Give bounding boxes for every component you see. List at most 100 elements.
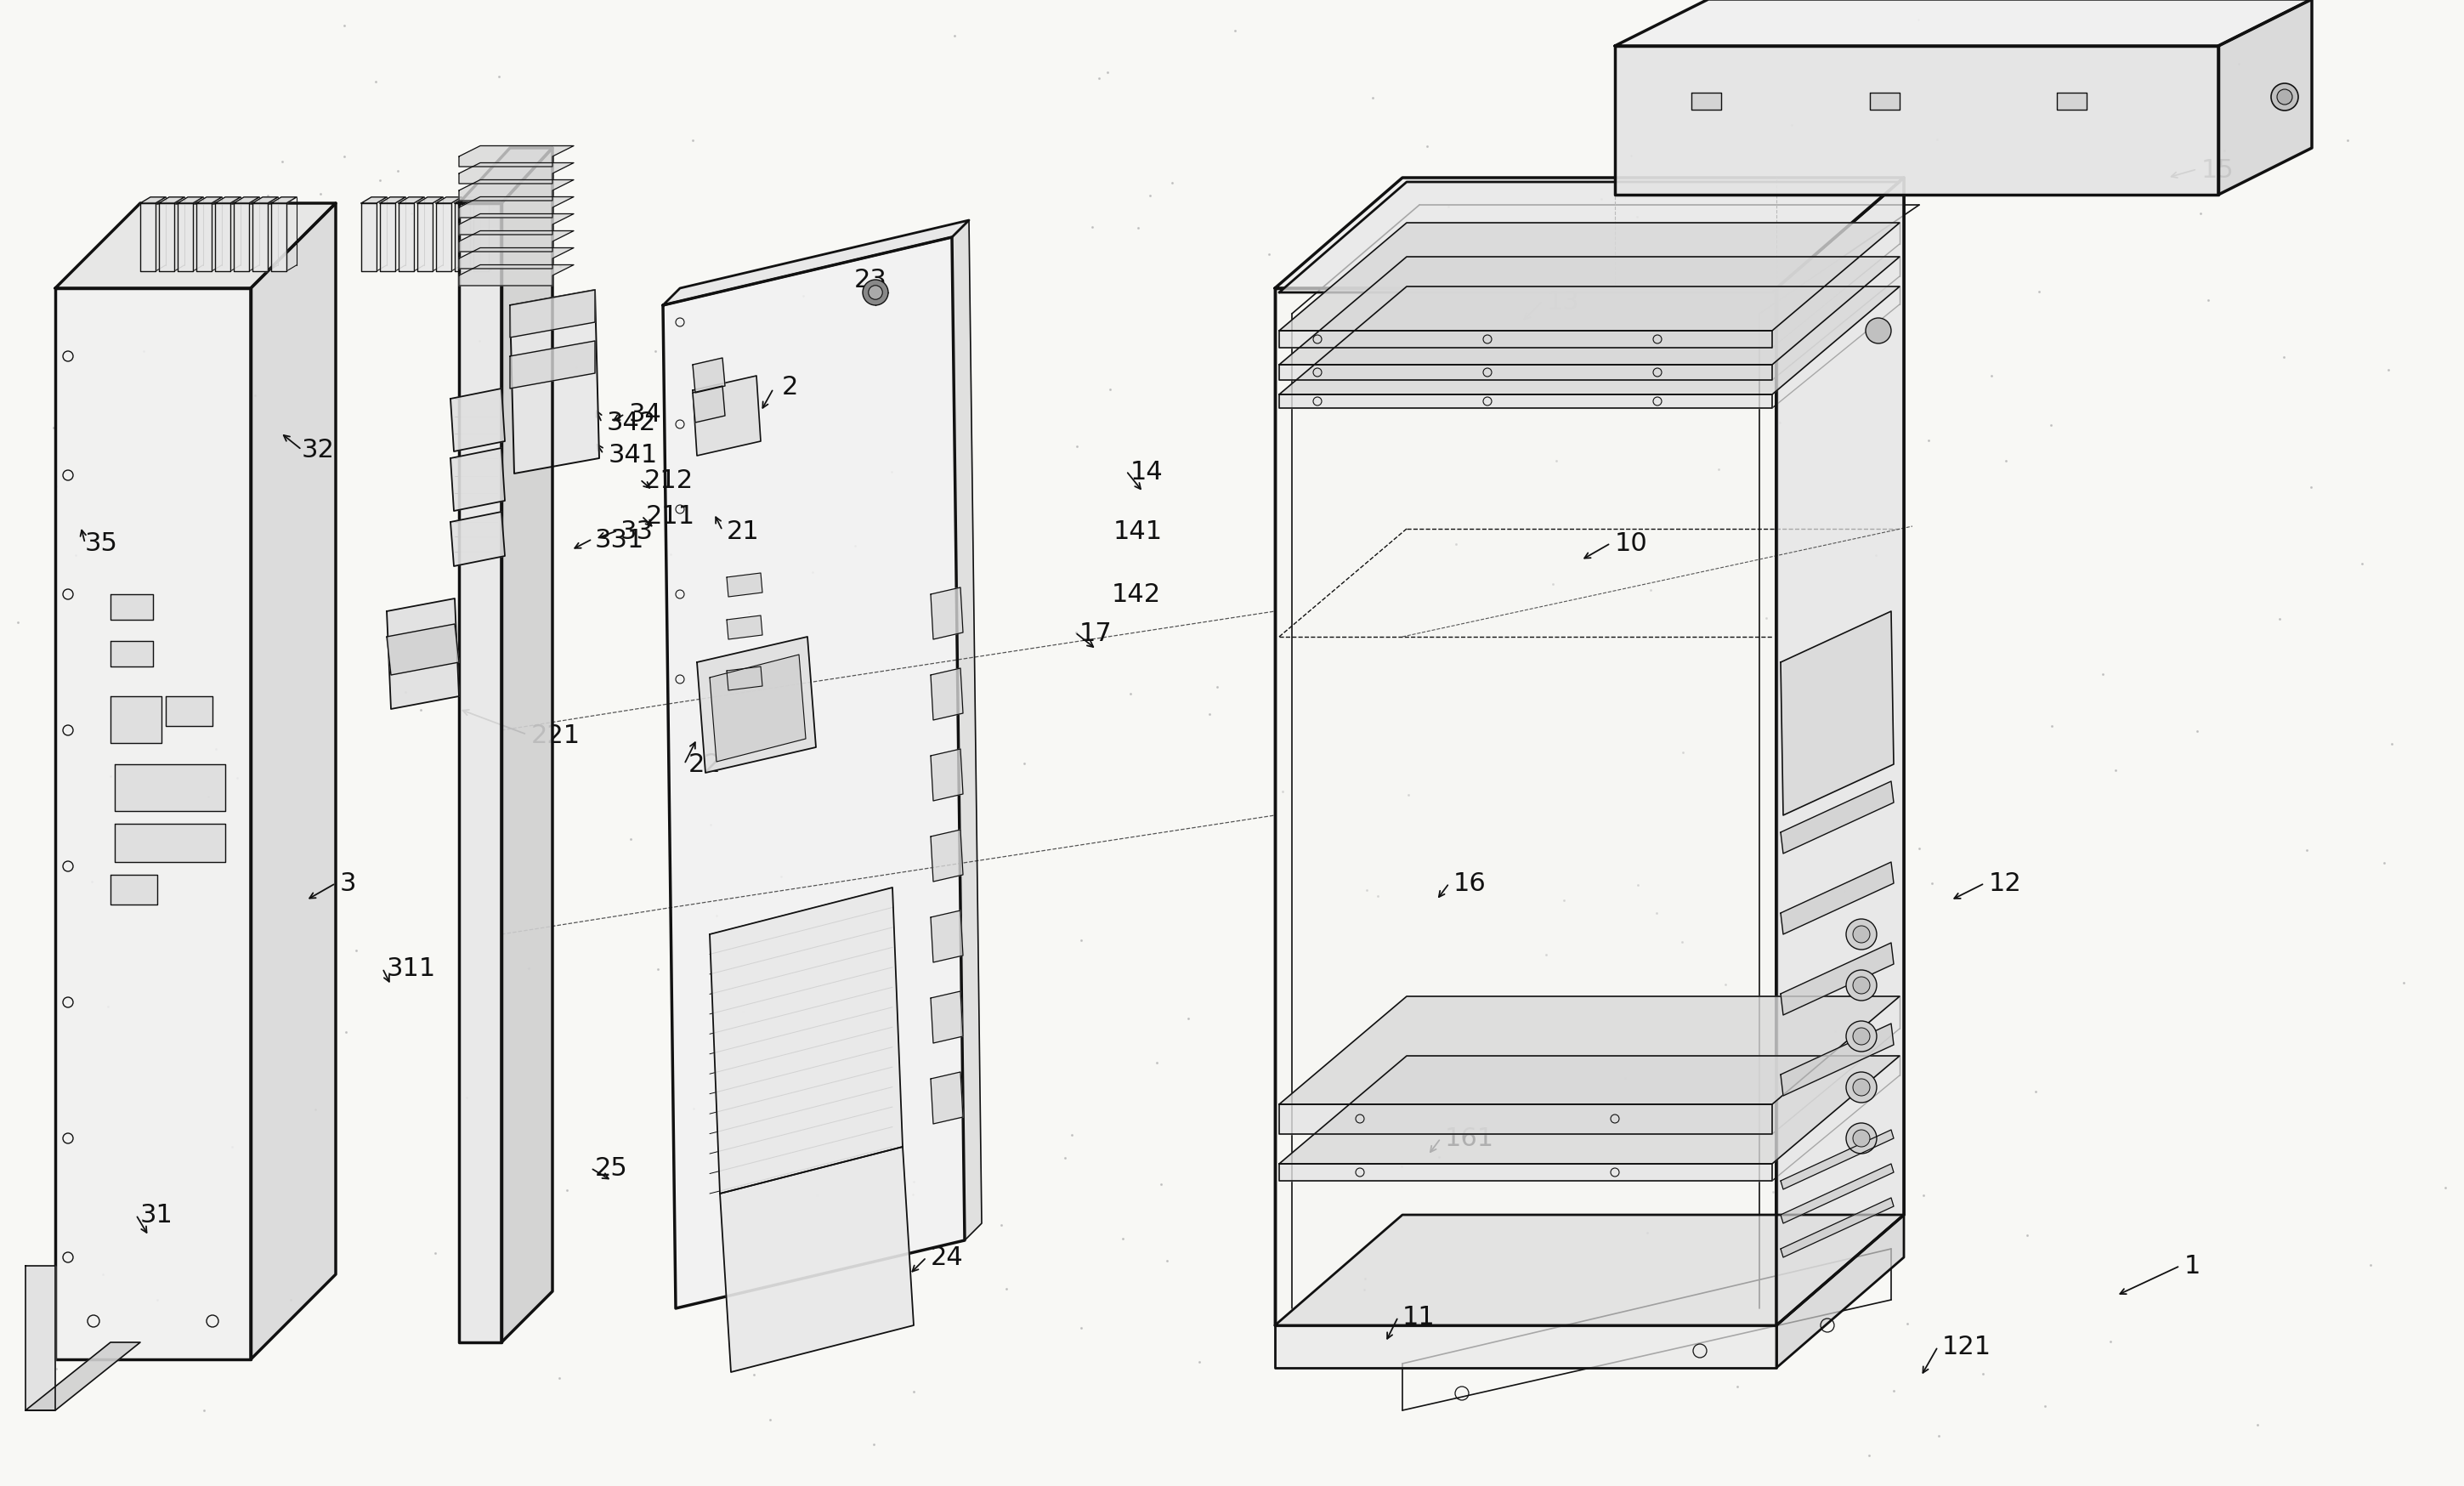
Polygon shape — [663, 238, 966, 1309]
Point — [1419, 1146, 1459, 1169]
Point — [1264, 780, 1303, 804]
Polygon shape — [951, 221, 981, 1241]
Polygon shape — [931, 911, 963, 963]
Polygon shape — [1279, 395, 1772, 409]
Polygon shape — [931, 588, 963, 640]
Polygon shape — [931, 749, 963, 801]
Polygon shape — [503, 149, 552, 1342]
Text: 342: 342 — [606, 410, 655, 435]
Polygon shape — [458, 180, 574, 202]
Circle shape — [2277, 91, 2292, 106]
Point — [1372, 334, 1412, 358]
Circle shape — [1846, 970, 1878, 1002]
Polygon shape — [1690, 94, 1722, 110]
Polygon shape — [931, 1073, 963, 1123]
Circle shape — [1853, 1129, 1870, 1147]
Point — [2205, 140, 2245, 163]
Point — [0, 611, 37, 635]
Circle shape — [1853, 978, 1870, 994]
Polygon shape — [116, 825, 224, 862]
Point — [1079, 67, 1119, 91]
Polygon shape — [1777, 178, 1905, 1326]
Point — [2025, 1394, 2065, 1418]
Point — [37, 474, 76, 498]
Polygon shape — [416, 198, 444, 204]
Point — [1057, 621, 1096, 645]
Point — [1111, 682, 1151, 706]
Polygon shape — [473, 204, 488, 272]
Point — [2020, 279, 2060, 303]
Polygon shape — [436, 198, 461, 204]
Polygon shape — [1279, 1104, 1772, 1134]
Polygon shape — [54, 204, 335, 288]
Point — [981, 1214, 1020, 1238]
Point — [934, 25, 973, 49]
Point — [446, 1086, 485, 1110]
Polygon shape — [458, 163, 574, 184]
Point — [57, 544, 96, 568]
Point — [1717, 1375, 1757, 1398]
Polygon shape — [451, 513, 505, 566]
Circle shape — [862, 281, 887, 306]
Text: 12: 12 — [1988, 871, 2023, 896]
Point — [1986, 449, 2025, 473]
Point — [1180, 1349, 1220, 1373]
Polygon shape — [197, 198, 222, 204]
Point — [2259, 608, 2299, 632]
Point — [296, 1098, 335, 1122]
Polygon shape — [116, 765, 224, 811]
Polygon shape — [362, 204, 377, 272]
Point — [1345, 1268, 1385, 1291]
Polygon shape — [1279, 257, 1900, 366]
Polygon shape — [1781, 944, 1895, 1015]
Polygon shape — [234, 198, 259, 204]
Point — [1104, 1226, 1143, 1250]
Point — [1353, 88, 1392, 111]
Point — [540, 1367, 579, 1391]
Polygon shape — [416, 204, 434, 272]
Polygon shape — [1274, 1216, 1905, 1326]
Point — [1816, 1019, 1855, 1043]
Polygon shape — [387, 624, 458, 676]
Point — [89, 996, 128, 1019]
Point — [2178, 719, 2218, 743]
Polygon shape — [1781, 862, 1895, 935]
Polygon shape — [458, 198, 574, 218]
Point — [1917, 128, 1956, 152]
Point — [1850, 1444, 1890, 1468]
Point — [1865, 777, 1905, 801]
Point — [1567, 171, 1607, 195]
Point — [1887, 1312, 1927, 1336]
Text: 2: 2 — [781, 374, 798, 398]
Point — [355, 70, 394, 94]
Point — [611, 828, 650, 851]
Polygon shape — [456, 198, 480, 204]
Polygon shape — [1279, 1057, 1900, 1164]
Text: 331: 331 — [594, 528, 646, 551]
Point — [84, 1263, 123, 1287]
Point — [2292, 476, 2331, 499]
Point — [638, 958, 678, 982]
Point — [1582, 189, 1621, 212]
Point — [2287, 838, 2326, 862]
Point — [798, 1183, 838, 1207]
Point — [749, 1409, 788, 1433]
Point — [1052, 1123, 1092, 1147]
Point — [1348, 1152, 1387, 1175]
Polygon shape — [165, 697, 212, 727]
Text: 31: 31 — [140, 1202, 172, 1227]
Polygon shape — [727, 667, 761, 691]
Point — [392, 202, 431, 226]
Point — [197, 739, 237, 762]
Point — [2220, 52, 2259, 76]
Polygon shape — [177, 204, 192, 272]
Point — [690, 813, 729, 837]
Polygon shape — [458, 266, 574, 287]
Point — [1826, 880, 1865, 903]
Polygon shape — [1781, 1198, 1895, 1257]
Point — [1358, 884, 1397, 908]
Point — [416, 1242, 456, 1266]
Point — [2264, 346, 2304, 370]
Point — [377, 159, 416, 183]
Polygon shape — [931, 831, 963, 881]
